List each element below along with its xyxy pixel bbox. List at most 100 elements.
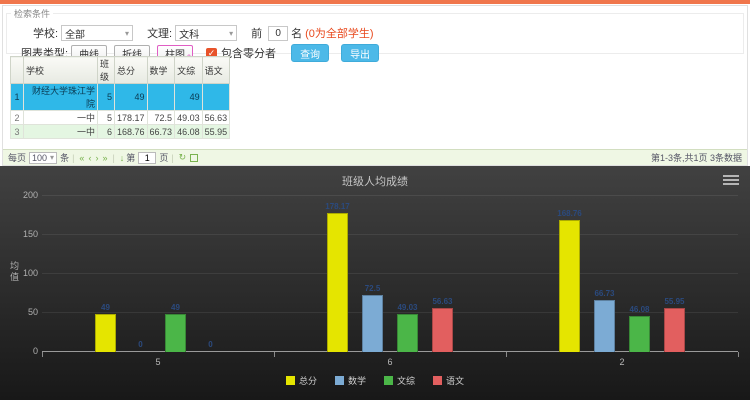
chart-menu-icon[interactable] [723,173,739,187]
gridline [42,234,738,235]
chart-bar[interactable]: 55.95 [664,297,685,352]
row-number-cell: 3 [10,124,24,139]
chart-bar[interactable]: 66.73 [594,289,615,352]
x-category-label: 5 [155,357,161,367]
page-label: 第 [126,153,136,163]
top-n-label: 前 [251,28,263,40]
x-axis-tick [274,352,275,357]
legend-swatch [285,376,295,385]
legend-item[interactable]: 数学 [334,374,366,387]
bar-group: 178.17 72.5 49.03 56.63 6 [274,196,506,367]
chart-bar[interactable]: 178.17 [325,202,350,352]
value-cell: 46.08 [174,124,203,139]
legend-swatch [334,376,344,385]
column-header: 语文 [201,56,231,84]
page-number-input[interactable] [138,151,157,164]
legend-label: 语文 [446,376,465,386]
search-conditions-fieldset: 检索条件 学校: 全部 ▾ 文理: 文科 ▾ 前 名 (0为全部学生) 图表类型… [6,7,744,63]
chevron-down-icon: ▾ [125,28,130,38]
bar-value-label: 49.03 [397,302,418,312]
bar-group: 168.76 66.73 46.08 55.95 2 [506,196,738,367]
bar-value-label: 66.73 [594,288,615,298]
pager-separator: | [112,152,115,163]
row-number-cell: 1 [10,83,24,111]
school-cell: 一中 [23,110,98,125]
refresh-icon[interactable]: ↻ [178,152,187,162]
bar-value-label: 0 [208,340,213,349]
legend-item[interactable]: 语文 [433,374,464,387]
school-cell: 一中 [23,124,98,139]
school-cell: 财经大学珠江学院 [23,83,98,111]
plot-area: 0 50 100 150 200 49 0 49 0 5 178.17 72.5 49.03 56.63 6… [23,190,739,367]
table-row[interactable]: 3 一中 6 168.76 66.73 46.08 55.95 [10,124,231,139]
page-size-select[interactable]: 100 ▾ [29,151,58,164]
chart-bar[interactable]: 72.5 [362,284,383,352]
bar-value-label: 56.63 [432,296,453,306]
value-cell [146,83,176,111]
value-cell: 5 [97,110,115,125]
chart-bar[interactable]: 49 [165,303,186,352]
row-number-cell: 2 [10,110,24,125]
legend-label: 文综 [397,376,416,386]
column-header: 班级 [97,56,115,84]
last-page-icon[interactable]: » [102,152,108,163]
x-category-label: 2 [619,357,625,367]
y-axis-label: 均值 [9,261,19,283]
column-header: 数学 [146,56,176,84]
table-row[interactable]: 1 财经大学珠江学院 5 49 49 [10,83,231,111]
search-row-1: 学校: 全部 ▾ 文理: 文科 ▾ 前 名 (0为全部学生) [33,25,374,41]
main-panel: 检索条件 学校: 全部 ▾ 文理: 文科 ▾ 前 名 (0为全部学生) 图表类型… [2,5,748,166]
top-n-suffix: 名 [291,28,303,40]
value-cell: 168.76 [114,124,148,139]
fullscreen-icon[interactable] [190,153,199,162]
next-page-icon[interactable]: › [95,152,99,163]
bar-value-label: 49 [101,302,110,312]
y-tick-label: 100 [22,268,38,278]
include-zero-checkbox[interactable]: ✓ [206,47,218,59]
chart-bar[interactable]: 168.76 [557,209,582,352]
chart-panel: 班级人均成绩 均值 0 50 100 150 200 49 0 49 0 5 178.17 72.5 4… [0,166,750,400]
pager-separator: | [72,152,75,163]
chart-bar[interactable]: 56.63 [432,297,453,352]
bar-value-label: 168.76 [557,209,582,219]
chart-bar[interactable]: 49 [95,303,116,352]
y-tick-label: 0 [32,346,38,356]
stream-select[interactable]: 文科 ▾ [175,25,238,41]
top-accent-bar [0,0,750,4]
stream-select-value: 文科 [179,29,200,41]
chart-title: 班级人均成绩 [342,176,408,188]
legend-item[interactable]: 文综 [384,374,415,387]
table-row[interactable]: 2 一中 5 178.17 72.5 49.03 56.63 [10,110,231,125]
chevron-down-icon: ▾ [229,28,234,38]
export-button[interactable]: 导出 [341,44,380,62]
chart-bar[interactable]: 49.03 [397,303,418,352]
bar-value-label: 178.17 [325,202,350,212]
bar-value-label: 46.08 [629,305,650,315]
value-cell: 72.5 [146,110,176,125]
bar-value-label: 49 [171,302,180,312]
top-n-input[interactable] [268,25,289,41]
value-cell: 49 [174,83,203,111]
chevron-down-icon: ▾ [50,153,55,162]
gridline [42,273,738,274]
value-cell: 49 [114,83,148,111]
per-page-label: 每页 [8,153,27,163]
chart-legend: 总分 数学 文综 语文 [0,374,750,387]
school-label: 学校: [33,28,59,40]
table-header-row: 学校 班级 总分 数学 文综 语文 [10,56,231,84]
legend-item[interactable]: 总分 [285,374,317,387]
goto-page-icon[interactable]: ↓ [119,152,125,163]
bar-value-label: 55.95 [664,297,685,307]
query-button[interactable]: 查询 [291,44,330,62]
column-header: 总分 [114,56,148,84]
top-n-hint: (0为全部学生) [305,28,374,40]
include-zero-label: 包含零分者 [221,48,277,60]
school-select[interactable]: 全部 ▾ [61,25,134,41]
chart-bar[interactable]: 46.08 [629,305,650,352]
column-header: 学校 [23,56,98,84]
first-page-icon[interactable]: « [79,152,85,163]
value-cell: 49.03 [174,110,203,125]
bar-value-label: 0 [138,340,143,349]
prev-page-icon[interactable]: ‹ [88,152,92,163]
